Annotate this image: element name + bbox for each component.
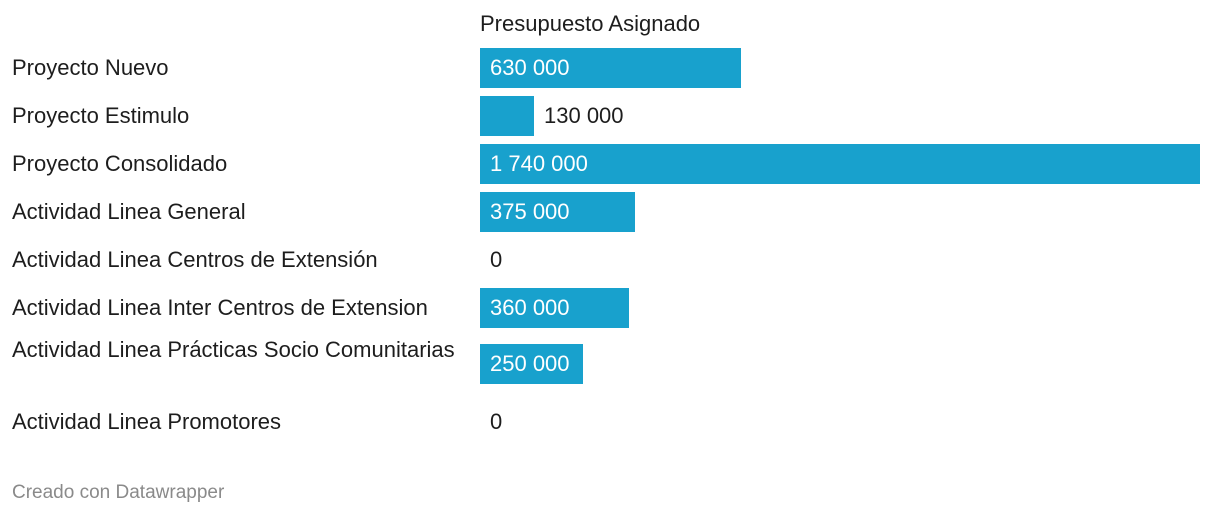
value-label: 250 000 bbox=[490, 351, 570, 376]
category-label: Actividad Linea Prácticas Socio Comunita… bbox=[12, 337, 455, 362]
value-label: 1 740 000 bbox=[490, 151, 588, 176]
bar bbox=[480, 344, 583, 384]
bar bbox=[480, 192, 635, 232]
value-label: 130 000 bbox=[544, 103, 624, 128]
category-label: Actividad Linea General bbox=[12, 199, 246, 224]
bar bbox=[480, 96, 534, 136]
category-label: Actividad Linea Inter Centros de Extensi… bbox=[12, 295, 428, 320]
category-label: Proyecto Consolidado bbox=[12, 151, 228, 176]
bar bbox=[480, 48, 741, 88]
value-label: 0 bbox=[490, 247, 503, 272]
value-label: 630 000 bbox=[490, 55, 570, 80]
bar-chart: Presupuesto Asignado Proyecto Nuevo 630 0… bbox=[12, 11, 1200, 434]
bar bbox=[480, 144, 1200, 184]
column-header: Presupuesto Asignado bbox=[480, 11, 701, 36]
category-label: Actividad Linea Promotores bbox=[12, 409, 282, 434]
value-label: 375 000 bbox=[490, 199, 570, 224]
category-label: Proyecto Nuevo bbox=[12, 55, 169, 80]
value-label: 360 000 bbox=[490, 295, 570, 320]
credit-footer: Creado con Datawrapper bbox=[12, 482, 225, 503]
value-label: 0 bbox=[490, 409, 503, 434]
bar bbox=[480, 288, 629, 328]
category-label: Proyecto Estimulo bbox=[12, 103, 190, 128]
category-label: Actividad Linea Centros de Extensión bbox=[12, 247, 378, 272]
